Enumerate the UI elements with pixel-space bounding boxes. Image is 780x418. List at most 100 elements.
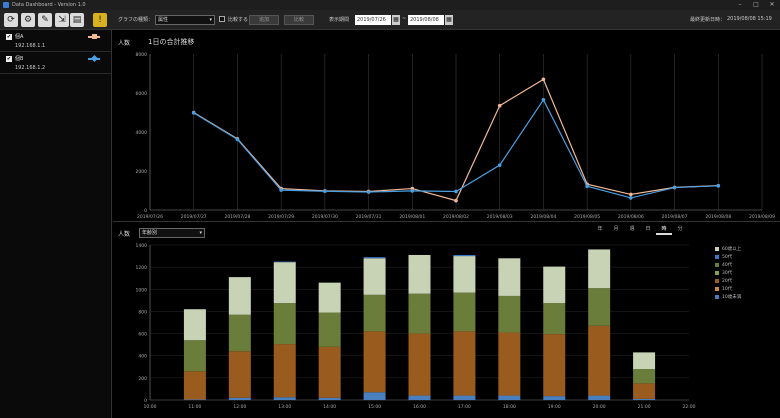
graph-type-label: グラフの種類： [118, 17, 154, 23]
calendar-icon[interactable]: ▦ [392, 15, 400, 25]
bar-segment [588, 395, 611, 400]
data-point [497, 163, 502, 167]
x-tick-label: 2019/08/02 [443, 214, 469, 220]
bar-segment [273, 262, 296, 304]
daily-total-chart-panel: 人数 1日の合計推移 0 2000 4000 6000 8000 2019/07/26 20… [113, 30, 780, 222]
device-name: 個A [15, 34, 24, 40]
date-separator: ~ [402, 16, 407, 22]
legend-swatch [715, 255, 719, 259]
x-tick-label: 14:00 [323, 404, 336, 410]
bar-segment [633, 383, 656, 399]
period-tabs: 年 月 週 日時分 [592, 225, 688, 235]
device-ip: 192.168.1.1 [15, 43, 46, 49]
legend-label: 10歳未満 [722, 295, 742, 300]
x-tick-label: 2019/07/29 [268, 214, 294, 220]
compare-checkbox[interactable] [219, 16, 225, 22]
device-item[interactable]: ✔ 個A 192.168.1.1 [0, 30, 111, 52]
minimize-button[interactable]: – [738, 1, 742, 8]
bar-segment [273, 344, 296, 398]
bar-segment [588, 288, 611, 326]
x-tick-label: 2019/07/26 [137, 214, 163, 220]
warning-icon[interactable]: ! [93, 13, 107, 27]
bar-segment [543, 334, 566, 397]
group-select[interactable]: 年齢別 ▾ [139, 228, 205, 238]
x-tick-label: 19:00 [548, 404, 561, 410]
data-point [410, 189, 415, 193]
legend-label: 40代 [722, 263, 733, 268]
data-point [235, 137, 240, 142]
bar-segment [453, 256, 476, 293]
date-to-field[interactable]: 2019/08/08 [408, 15, 444, 25]
period-label: 表示期間 [329, 17, 350, 23]
data-point [497, 103, 502, 108]
bar-segment [228, 277, 251, 315]
y-tick-label: 2000 [136, 169, 148, 175]
y-axis-label: 人数 [118, 231, 131, 238]
legend-item: 30代 [715, 269, 741, 277]
legend-swatch [715, 271, 719, 275]
report-icon[interactable]: ▤ [70, 13, 84, 27]
y-tick-label: 0 [144, 398, 147, 404]
bar-segment [408, 333, 431, 396]
bar-segment [363, 392, 386, 400]
tab-年[interactable]: 年 [597, 226, 603, 232]
data-point [541, 98, 546, 102]
x-tick-label: 16:00 [413, 404, 426, 410]
toolbar: ⟳ ⚙ ✎ ⇲ ▤ ! グラフの種類： 属性 ▾ 比較する 追加 比較 表示期間 … [0, 10, 780, 30]
x-tick-label: 2019/08/09 [749, 214, 775, 220]
legend-label: 10代 [722, 287, 733, 292]
bar-segment [318, 346, 341, 398]
device-checkbox[interactable]: ✔ [6, 34, 12, 40]
tab-週[interactable]: 週 [629, 226, 635, 232]
line-chart: 0 2000 4000 6000 8000 2019/07/26 2019/07/27 201… [136, 52, 776, 220]
settings-gear-icon[interactable]: ⚙ [21, 13, 35, 27]
export-icon[interactable]: ⇲ [55, 13, 69, 27]
device-sidebar: ✔ 個A 192.168.1.1 ✔ 個B 192.168.1.2 [0, 30, 112, 418]
x-tick-label: 2019/08/04 [530, 214, 556, 220]
y-tick-label: 800 [138, 309, 147, 315]
bar-segment [588, 325, 611, 396]
add-button[interactable]: 追加 [249, 15, 279, 25]
bar-segment [363, 258, 386, 295]
refresh-icon[interactable]: ⟳ [4, 13, 18, 27]
bar-segment [183, 309, 206, 341]
x-tick-label: 2019/07/31 [356, 214, 382, 220]
tab-日[interactable]: 日 [645, 226, 651, 232]
date-from-field[interactable]: 2019/07/26 [355, 15, 391, 25]
x-tick-label: 2019/07/30 [312, 214, 338, 220]
maximize-button[interactable]: □ [753, 1, 759, 8]
compare-button[interactable]: 比較 [284, 15, 314, 25]
tab-月[interactable]: 月 [613, 226, 619, 232]
legend-item: 50代 [715, 253, 741, 261]
data-point [716, 184, 721, 188]
y-tick-label: 600 [138, 332, 147, 338]
graph-type-select[interactable]: 属性 ▾ [155, 15, 215, 25]
bar-segment [318, 397, 341, 400]
device-ip: 192.168.1.2 [15, 65, 46, 71]
data-point [454, 198, 458, 203]
y-tick-label: 200 [138, 376, 147, 382]
y-tick-label: 6000 [136, 91, 148, 97]
bar-segment [498, 332, 521, 396]
bar-segment [363, 294, 386, 332]
hourly-chart-panel: 人数 年齢別 ▾ 年 月 週 日時分 0 200 400 600 800 1000 1200 1400… [113, 223, 780, 418]
data-point [323, 189, 327, 194]
y-tick-label: 0 [144, 208, 147, 214]
bar-segment [408, 254, 431, 294]
tab-分[interactable]: 分 [677, 226, 683, 232]
chevron-down-icon: ▾ [209, 17, 212, 23]
bar-segment [588, 249, 611, 289]
data-point [629, 192, 633, 197]
tab-時[interactable]: 時 [656, 225, 672, 235]
x-tick-label: 2019/08/01 [399, 214, 425, 220]
device-item[interactable]: ✔ 個B 192.168.1.2 [0, 52, 111, 74]
bar-segment [318, 282, 341, 313]
y-tick-label: 1000 [136, 287, 148, 293]
last-updated-label: 最終更新日時： [690, 17, 726, 23]
close-button[interactable]: ✕ [769, 1, 775, 8]
bar-segment [273, 261, 296, 263]
bar-segment [183, 371, 206, 400]
edit-icon[interactable]: ✎ [38, 13, 52, 27]
calendar-icon[interactable]: ▦ [445, 15, 453, 25]
device-checkbox[interactable]: ✔ [6, 56, 12, 62]
